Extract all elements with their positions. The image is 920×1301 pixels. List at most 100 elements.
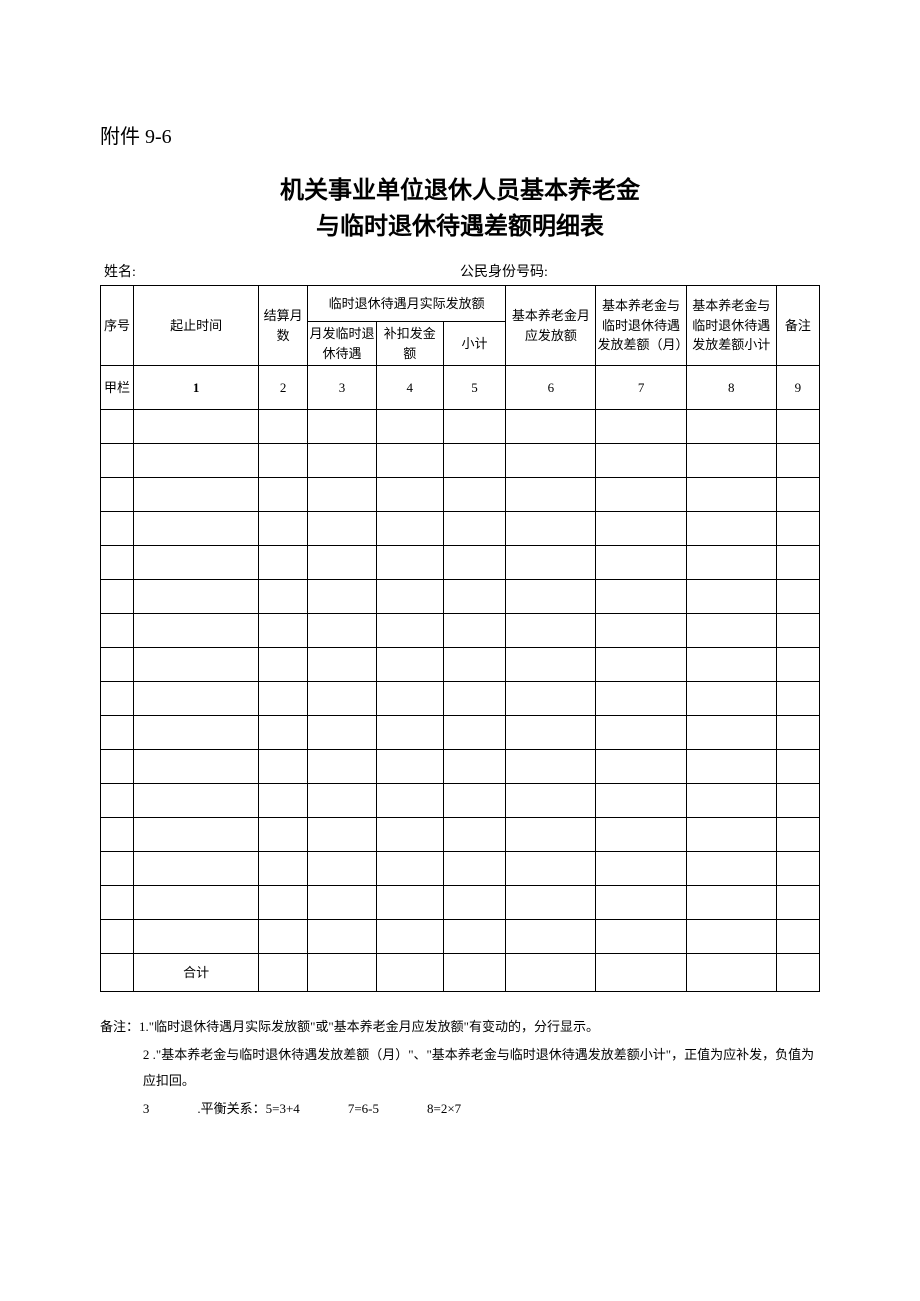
table-cell (259, 852, 308, 886)
jia-num-cell: 4 (376, 366, 443, 410)
table-cell (376, 478, 443, 512)
table-cell (259, 818, 308, 852)
table-cell (506, 818, 596, 852)
table-cell (686, 648, 776, 682)
table-cell (776, 410, 819, 444)
table-row (101, 580, 820, 614)
table-cell (259, 512, 308, 546)
table-cell (776, 614, 819, 648)
table-cell (596, 478, 686, 512)
table-cell (596, 818, 686, 852)
table-cell (259, 410, 308, 444)
th-seq: 序号 (101, 286, 134, 366)
table-cell (506, 886, 596, 920)
table-cell (307, 410, 376, 444)
table-cell (259, 954, 308, 992)
table-cell (776, 852, 819, 886)
table-cell (686, 716, 776, 750)
total-label-cell: 合计 (133, 954, 258, 992)
table-cell (259, 716, 308, 750)
table-cell (596, 920, 686, 954)
table-cell (443, 784, 506, 818)
table-cell (506, 478, 596, 512)
table-cell (259, 750, 308, 784)
id-label: 公民身份号码: (460, 261, 816, 281)
table-cell (133, 512, 258, 546)
table-cell (506, 546, 596, 580)
table-cell (776, 716, 819, 750)
table-row (101, 546, 820, 580)
th-months: 结算月数 (259, 286, 308, 366)
table-cell (376, 886, 443, 920)
table-cell (133, 478, 258, 512)
table-cell (376, 716, 443, 750)
table-cell (506, 716, 596, 750)
table-cell (101, 818, 134, 852)
jia-num-cell: 9 (776, 366, 819, 410)
table-cell (101, 580, 134, 614)
table-cell (101, 920, 134, 954)
table-cell (101, 410, 134, 444)
table-cell (596, 784, 686, 818)
table-cell (443, 614, 506, 648)
table-cell (376, 682, 443, 716)
table-cell (506, 852, 596, 886)
table-cell (686, 682, 776, 716)
table-cell (101, 784, 134, 818)
table-cell (686, 512, 776, 546)
table-cell (376, 852, 443, 886)
table-cell (686, 920, 776, 954)
table-cell (259, 580, 308, 614)
table-cell (596, 886, 686, 920)
table-cell (101, 954, 134, 992)
th-period: 起止时间 (133, 286, 258, 366)
table-cell (776, 886, 819, 920)
table-cell (259, 478, 308, 512)
table-cell (506, 444, 596, 478)
note-prefix: 备注： (100, 1019, 139, 1034)
table-cell (133, 580, 258, 614)
th-diff-month: 基本养老金与临时退休待遇发放差额（月） (596, 286, 686, 366)
table-cell (776, 750, 819, 784)
table-cell (101, 886, 134, 920)
info-row: 姓名: 公民身份号码: (100, 261, 820, 281)
table-cell (307, 818, 376, 852)
table-cell (776, 580, 819, 614)
table-cell (443, 512, 506, 546)
table-row (101, 648, 820, 682)
table-cell (686, 784, 776, 818)
table-cell (443, 818, 506, 852)
table-cell (259, 920, 308, 954)
th-should: 基本养老金月应发放额 (506, 286, 596, 366)
table-cell (307, 512, 376, 546)
jia-num-cell: 5 (443, 366, 506, 410)
table-cell (443, 750, 506, 784)
table-cell (443, 886, 506, 920)
th-temp-group: 临时退休待遇月实际发放额 (307, 286, 505, 322)
table-cell (259, 614, 308, 648)
table-cell (376, 750, 443, 784)
th-monthly-temp: 月发临时退休待遇 (307, 322, 376, 366)
table-cell (307, 580, 376, 614)
jia-label-cell: 甲栏 (101, 366, 134, 410)
note-3: 3 .平衡关系：5=3+4 7=6-5 8=2×7 (100, 1096, 820, 1122)
table-cell (506, 614, 596, 648)
title-line-2: 与临时退休待遇差额明细表 (100, 209, 820, 245)
table-cell (686, 852, 776, 886)
table-cell (307, 852, 376, 886)
table-cell (133, 750, 258, 784)
table-cell (133, 886, 258, 920)
table-cell (596, 648, 686, 682)
table-cell (259, 546, 308, 580)
table-cell (443, 444, 506, 478)
table-cell (376, 444, 443, 478)
note-3-a: .平衡关系：5=3+4 (197, 1096, 299, 1122)
table-cell (596, 580, 686, 614)
table-cell (506, 682, 596, 716)
attachment-label: 附件 9-6 (100, 120, 820, 149)
table-cell (506, 410, 596, 444)
table-cell (686, 954, 776, 992)
table-cell (307, 954, 376, 992)
table-cell (443, 410, 506, 444)
table-cell (133, 444, 258, 478)
